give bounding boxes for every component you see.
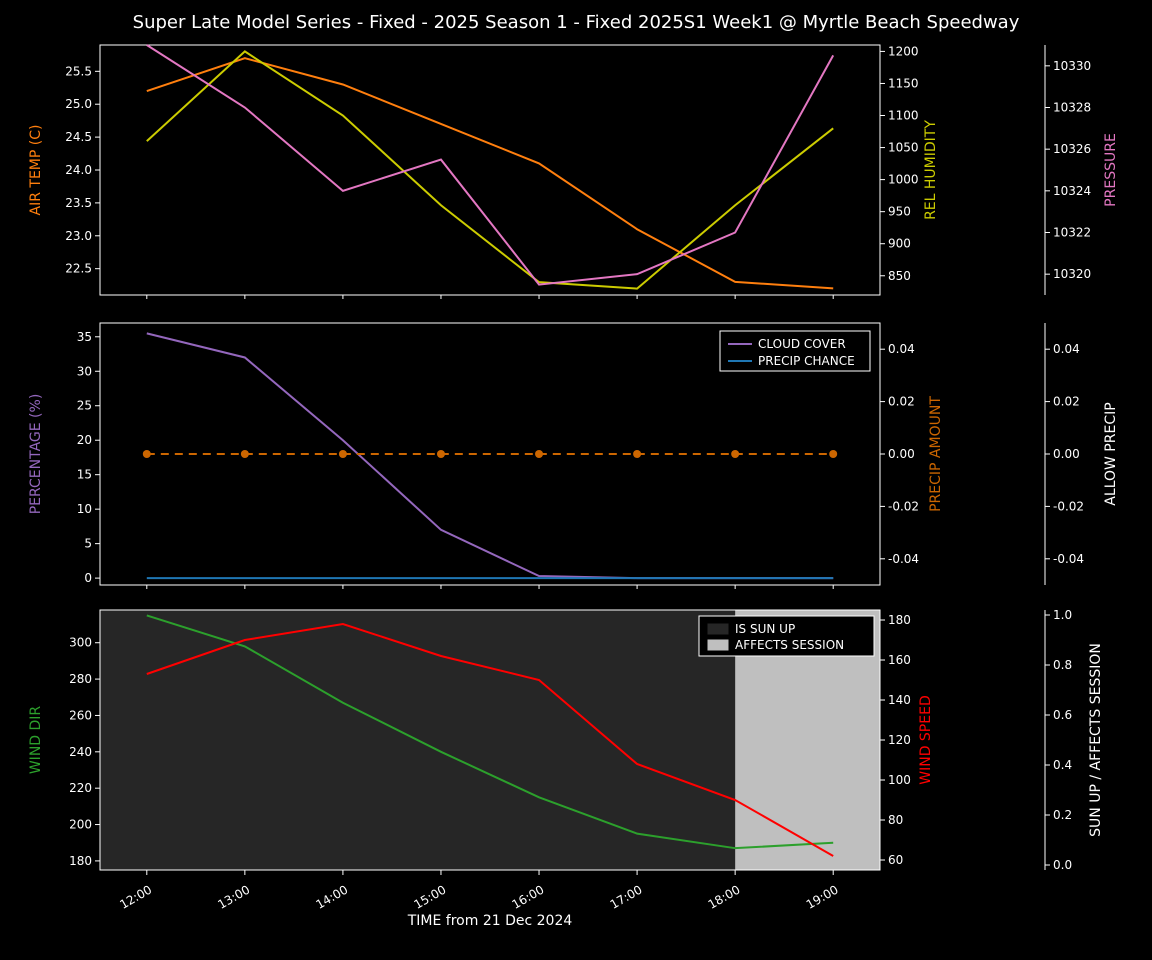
allow-precip-axis-label: ALLOW PRECIP	[1103, 402, 1119, 505]
svg-text:1200: 1200	[888, 44, 919, 58]
svg-text:5: 5	[84, 537, 92, 551]
svg-text:1000: 1000	[888, 173, 919, 187]
legend-affects-session: AFFECTS SESSION	[735, 638, 844, 652]
precip-amount-marker	[143, 450, 151, 458]
precip-amount-marker	[241, 450, 249, 458]
legend-precip-chance: PRECIP CHANCE	[758, 354, 855, 368]
svg-text:23.5: 23.5	[65, 196, 92, 210]
svg-text:22.5: 22.5	[65, 262, 92, 276]
svg-text:900: 900	[888, 237, 911, 251]
svg-text:-0.04: -0.04	[888, 552, 919, 566]
svg-text:10: 10	[77, 502, 92, 516]
svg-text:30: 30	[77, 364, 92, 378]
svg-text:15: 15	[77, 468, 92, 482]
svg-text:120: 120	[888, 733, 911, 747]
svg-text:0: 0	[84, 571, 92, 585]
svg-text:20: 20	[77, 433, 92, 447]
svg-text:0.4: 0.4	[1053, 758, 1072, 772]
x-tick-label: 15:00	[412, 882, 449, 911]
percentage-axis-label: PERCENTAGE (%)	[28, 394, 44, 515]
svg-text:25: 25	[77, 399, 92, 413]
svg-text:0.00: 0.00	[1053, 447, 1080, 461]
svg-text:950: 950	[888, 205, 911, 219]
svg-text:24.0: 24.0	[65, 163, 92, 177]
chart-title: Super Late Model Series - Fixed - 2025 S…	[133, 12, 1020, 33]
legend-cloud-cover: CLOUD COVER	[758, 337, 846, 351]
svg-text:0.02: 0.02	[1053, 395, 1080, 409]
svg-text:100: 100	[888, 773, 911, 787]
svg-text:80: 80	[888, 813, 903, 827]
svg-text:280: 280	[69, 672, 92, 686]
svg-text:180: 180	[69, 854, 92, 868]
svg-text:10320: 10320	[1053, 267, 1091, 281]
precip-amount-marker	[633, 450, 641, 458]
svg-text:260: 260	[69, 708, 92, 722]
wind-speed-axis-label: WIND SPEED	[918, 695, 934, 784]
svg-text:10330: 10330	[1053, 59, 1091, 73]
weather-chart: Super Late Model Series - Fixed - 2025 S…	[0, 0, 1152, 960]
svg-text:0.04: 0.04	[888, 342, 915, 356]
svg-text:220: 220	[69, 781, 92, 795]
svg-text:850: 850	[888, 269, 911, 283]
svg-text:0.6: 0.6	[1053, 708, 1072, 722]
svg-text:0.2: 0.2	[1053, 808, 1072, 822]
svg-text:140: 140	[888, 693, 911, 707]
svg-text:300: 300	[69, 636, 92, 650]
svg-text:200: 200	[69, 818, 92, 832]
x-axis-label: TIME from 21 Dec 2024	[407, 913, 573, 929]
precip-amount-marker	[535, 450, 543, 458]
x-tick-label: 19:00	[804, 882, 841, 911]
svg-text:10328: 10328	[1053, 101, 1091, 115]
svg-text:160: 160	[888, 653, 911, 667]
svg-text:-0.02: -0.02	[1053, 499, 1084, 513]
svg-text:0.0: 0.0	[1053, 858, 1072, 872]
svg-text:1050: 1050	[888, 141, 919, 155]
precip-amount-axis-label: PRECIP AMOUNT	[928, 396, 944, 512]
x-tick-label: 14:00	[313, 882, 350, 911]
x-tick-label: 13:00	[215, 882, 252, 911]
svg-text:0.00: 0.00	[888, 447, 915, 461]
svg-text:0.02: 0.02	[888, 395, 915, 409]
precip-amount-marker	[339, 450, 347, 458]
air-temp-axis-label: AIR TEMP (C)	[28, 125, 44, 216]
svg-text:10326: 10326	[1053, 142, 1091, 156]
precip-amount-marker	[731, 450, 739, 458]
sun-up-axis-label: SUN UP / AFFECTS SESSION	[1088, 643, 1104, 837]
svg-text:25.0: 25.0	[65, 97, 92, 111]
svg-text:24.5: 24.5	[65, 130, 92, 144]
precip-amount-marker	[437, 450, 445, 458]
legend-is-sun-up: IS SUN UP	[735, 622, 795, 636]
wind-dir-axis-label: WIND DIR	[28, 706, 44, 775]
svg-text:0.8: 0.8	[1053, 658, 1072, 672]
svg-text:240: 240	[69, 745, 92, 759]
humidity-axis-label: REL HUMIDITY	[923, 120, 939, 220]
svg-text:25.5: 25.5	[65, 64, 92, 78]
svg-text:1100: 1100	[888, 109, 919, 123]
svg-text:35: 35	[77, 330, 92, 344]
svg-text:0.04: 0.04	[1053, 342, 1080, 356]
svg-text:60: 60	[888, 853, 903, 867]
svg-text:1.0: 1.0	[1053, 608, 1072, 622]
svg-text:23.0: 23.0	[65, 229, 92, 243]
svg-text:10324: 10324	[1053, 184, 1091, 198]
svg-text:180: 180	[888, 613, 911, 627]
x-tick-label: 17:00	[608, 882, 645, 911]
x-tick-label: 12:00	[117, 882, 154, 911]
svg-text:-0.02: -0.02	[888, 499, 919, 513]
precip-amount-marker	[829, 450, 837, 458]
svg-text:10322: 10322	[1053, 226, 1091, 240]
x-tick-label: 16:00	[510, 882, 547, 911]
svg-text:1150: 1150	[888, 76, 919, 90]
panel1-frame	[100, 45, 880, 295]
pressure-axis-label: PRESSURE	[1103, 133, 1119, 207]
x-tick-label: 18:00	[706, 882, 743, 911]
svg-text:-0.04: -0.04	[1053, 552, 1084, 566]
